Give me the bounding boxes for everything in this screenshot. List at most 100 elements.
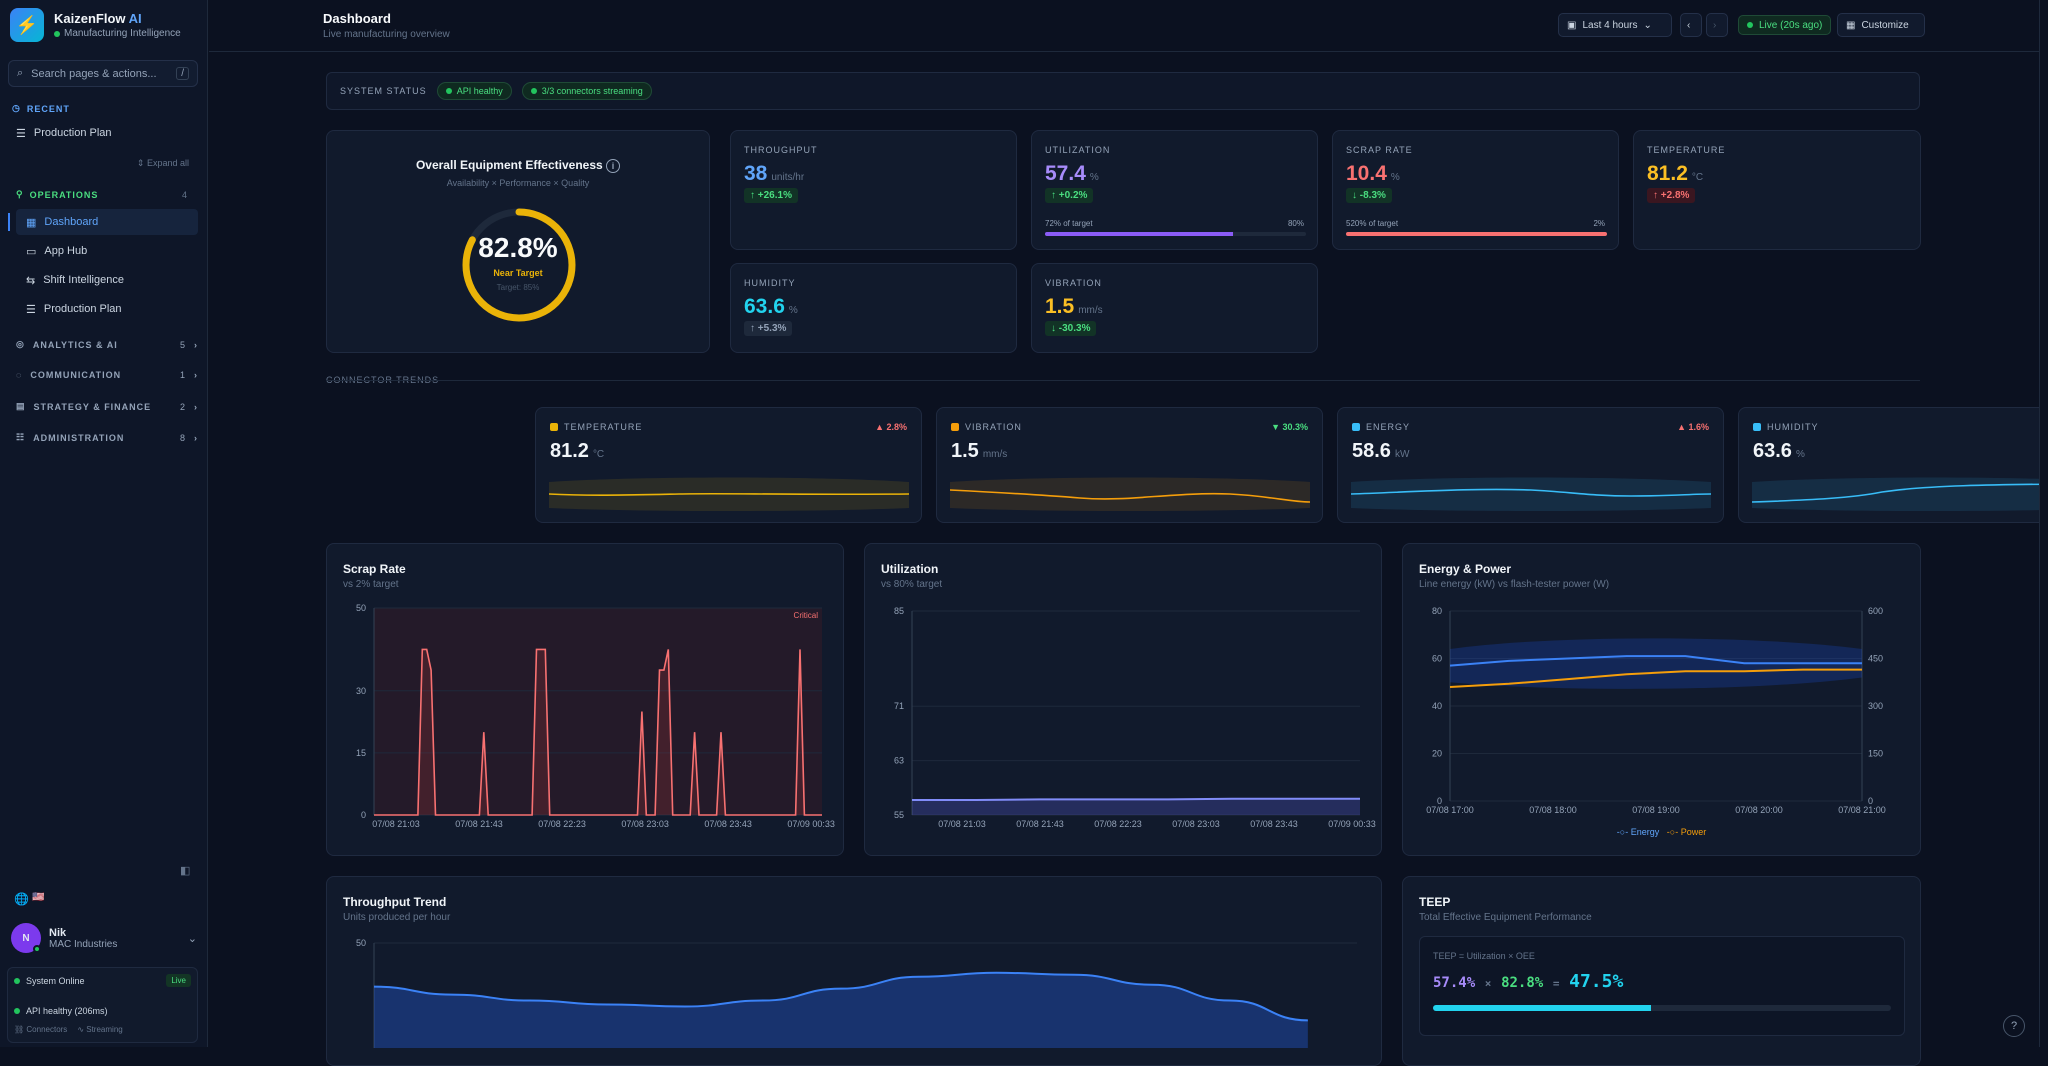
bolt-logo-icon: ⚡ bbox=[10, 8, 44, 42]
collapse-sidebar-icon[interactable]: ◧ bbox=[180, 865, 191, 877]
help-icon[interactable]: ? bbox=[2003, 1015, 2025, 1037]
system-online-text: System Online bbox=[26, 976, 85, 986]
x-tick-label: 07/08 21:43 bbox=[1016, 819, 1064, 829]
y-tick-label: 50 bbox=[356, 938, 366, 948]
online-dot-icon bbox=[54, 30, 60, 37]
sidebar-item-dashboard[interactable]: ▦ Dashboard bbox=[8, 209, 198, 235]
teep-progress-bar bbox=[1433, 1005, 1891, 1011]
user-menu[interactable]: N Nik MAC Industries ⌄ bbox=[11, 922, 197, 954]
legend-power[interactable]: -○- Power bbox=[1666, 827, 1707, 837]
group-administration[interactable]: ☷ ADMINISTRATION 8 › bbox=[16, 432, 198, 443]
system-status-strip: SYSTEM STATUS API healthy 3/3 connectors… bbox=[326, 72, 1920, 110]
list-icon: ☰ bbox=[16, 127, 26, 140]
sidebar-item-shift-intelligence[interactable]: ⇆ Shift Intelligence bbox=[26, 274, 124, 287]
us-flag-icon[interactable]: 🇺🇸 bbox=[32, 892, 45, 903]
y2-tick-label: 450 bbox=[1868, 654, 1883, 664]
throughput-chart: 50 bbox=[356, 938, 1357, 1048]
energy-power-chart: 0 20 40 60 80 0 150 300 450 600 07/08 17:00 07/08 1… bbox=[1426, 606, 1886, 815]
chart-subtitle: Line energy (kW) vs flash-tester power (… bbox=[1419, 579, 1610, 590]
trend-sparkline bbox=[549, 477, 910, 511]
chart-subtitle: vs 2% target bbox=[343, 579, 399, 590]
y-tick-label: 30 bbox=[356, 686, 366, 696]
recent-label: ◷ RECENT bbox=[12, 103, 70, 114]
user-company: MAC Industries bbox=[49, 938, 118, 950]
x-tick-label: 07/09 00:33 bbox=[1328, 819, 1376, 829]
search-placeholder: Search pages & actions... bbox=[31, 67, 157, 80]
trend-icon bbox=[951, 423, 959, 431]
x-tick-label: 07/08 23:03 bbox=[1172, 819, 1220, 829]
y-tick-label: 80 bbox=[1432, 606, 1442, 616]
kpi-throughput[interactable]: THROUGHPUT 38 units/hr ↑ +26.1% bbox=[730, 130, 1017, 250]
search-icon: ⌕ bbox=[17, 67, 24, 79]
y-tick-label: 63 bbox=[894, 756, 904, 766]
trend-line bbox=[549, 492, 910, 496]
sidebar-item-production-plan[interactable]: ☰ Production Plan bbox=[26, 303, 122, 316]
trend-card-energy[interactable]: ENERGY ▲ 1.6% 58.6 kW bbox=[1337, 407, 1724, 523]
online-dot-icon bbox=[14, 978, 20, 984]
recent-item-production-plan[interactable]: ☰ Production Plan bbox=[16, 127, 112, 140]
chart-title: Scrap Rate bbox=[343, 562, 406, 576]
main-content: Dashboard Live manufacturing overview ▣ L… bbox=[209, 0, 2048, 1066]
y2-tick-label: 0 bbox=[1868, 796, 1873, 806]
chevron-right-icon: › bbox=[194, 370, 198, 380]
group-analytics[interactable]: ◎ ANALYTICS & AI 5 › bbox=[16, 339, 198, 350]
utilization-chart-card: Utilization vs 80% target 55 63 71 85 07/08 … bbox=[864, 543, 1382, 856]
y-tick-label: 60 bbox=[1432, 654, 1442, 664]
trend-card-vibration[interactable]: VIBRATION ▼ 30.3% 1.5 mm/s bbox=[936, 407, 1323, 523]
expand-all-button[interactable]: ⇕ Expand all bbox=[136, 158, 189, 168]
scrap-rate-chart-card: Scrap Rate vs 2% target Critical 0 15 30 50 0… bbox=[326, 543, 844, 856]
prev-range-button[interactable]: ‹ bbox=[1680, 13, 1702, 37]
y-tick-label: 0 bbox=[1437, 796, 1442, 806]
window-icon: ▭ bbox=[26, 245, 37, 258]
clock-icon: ◷ bbox=[12, 103, 21, 113]
globe-icon[interactable]: 🌐 bbox=[14, 892, 29, 906]
customize-button[interactable]: ▦ Customize bbox=[1837, 13, 1925, 37]
x-tick-label: 07/08 21:00 bbox=[1838, 805, 1886, 815]
connectors-link[interactable]: ⛓ Connectors bbox=[14, 1025, 68, 1034]
oee-value: 82.8% bbox=[478, 232, 558, 263]
operations-header[interactable]: ⚲ OPERATIONS 4 bbox=[16, 189, 188, 200]
scrap-line bbox=[374, 648, 822, 816]
streaming-link[interactable]: ∿ Streaming bbox=[77, 1025, 123, 1034]
online-dot-icon bbox=[14, 1008, 20, 1014]
sidebar-item-app-hub[interactable]: ▭ App Hub bbox=[26, 245, 88, 258]
x-tick-label: 07/08 22:23 bbox=[1094, 819, 1142, 829]
chart-legend: -○- Energy -○- Power bbox=[1403, 827, 1920, 837]
trend-sparkline bbox=[1351, 477, 1712, 511]
throughput-line bbox=[373, 971, 1308, 1022]
utilization-chart: 55 63 71 85 07/08 21:03 07/08 21:43 07/08 22:2… bbox=[894, 606, 1376, 829]
trend-card-humidity[interactable]: HUMIDITY ▲ 5.3% 63.6% bbox=[1738, 407, 2048, 523]
kpi-utilization[interactable]: UTILIZATION 57.4% ↑ +0.2% 72% of target … bbox=[1031, 130, 1318, 250]
kpi-humidity[interactable]: HUMIDITY 63.6% ↑ +5.3% bbox=[730, 263, 1017, 353]
kpi-vibration[interactable]: VIBRATION 1.5 mm/s ↓ -30.3% bbox=[1031, 263, 1318, 353]
kpi-scrap-rate[interactable]: SCRAP RATE 10.4% ↓ -8.3% 520% of target … bbox=[1332, 130, 1619, 250]
x-tick-label: 07/08 17:00 bbox=[1426, 805, 1474, 815]
time-range-select[interactable]: ▣ Last 4 hours ⌄ bbox=[1558, 13, 1672, 37]
brand[interactable]: ⚡ KaizenFlow AI Manufacturing Intelligen… bbox=[10, 8, 181, 42]
connectors-status-pill: 3/3 connectors streaming bbox=[521, 82, 652, 100]
trend-card-temperature[interactable]: TEMPERATURE ▲ 2.8% 81.2 °C bbox=[535, 407, 922, 523]
legend-energy[interactable]: -○- Energy bbox=[1616, 827, 1660, 837]
group-communication[interactable]: ◌ COMMUNICATION 1 › bbox=[16, 370, 198, 380]
app-subtitle: Manufacturing Intelligence bbox=[64, 28, 181, 39]
x-tick-label: 07/09 00:33 bbox=[787, 819, 835, 829]
critical-zone bbox=[374, 608, 822, 815]
scrollbar[interactable] bbox=[2039, 0, 2048, 1047]
next-range-button[interactable]: › bbox=[1706, 13, 1728, 37]
y-tick-label: 55 bbox=[894, 810, 904, 820]
kpi-temperature[interactable]: TEMPERATURE 81.2 °C ↑ +2.8% bbox=[1633, 130, 1921, 250]
trend-delta: ▲ 1.6% bbox=[1677, 422, 1709, 432]
info-icon[interactable]: i bbox=[606, 159, 621, 173]
search-input[interactable]: ⌕ Search pages & actions... / bbox=[8, 60, 198, 87]
energy-band bbox=[1450, 638, 1862, 689]
x-tick-label: 07/08 21:03 bbox=[938, 819, 986, 829]
throughput-chart-card: Throughput Trend Units produced per hour… bbox=[326, 876, 1382, 1066]
x-tick-label: 07/08 19:00 bbox=[1632, 805, 1680, 815]
trend-sparkline bbox=[950, 477, 1311, 511]
system-health-panel: System Online Live API healthy (206ms) ⛓… bbox=[7, 967, 198, 1043]
oee-subtitle: Availability × Performance × Quality bbox=[446, 178, 590, 188]
search-shortcut: / bbox=[176, 67, 189, 80]
chart-title: Energy & Power bbox=[1419, 562, 1512, 576]
y-tick-label: 0 bbox=[361, 810, 366, 820]
group-strategy[interactable]: ▤ STRATEGY & FINANCE 2 › bbox=[16, 401, 198, 412]
